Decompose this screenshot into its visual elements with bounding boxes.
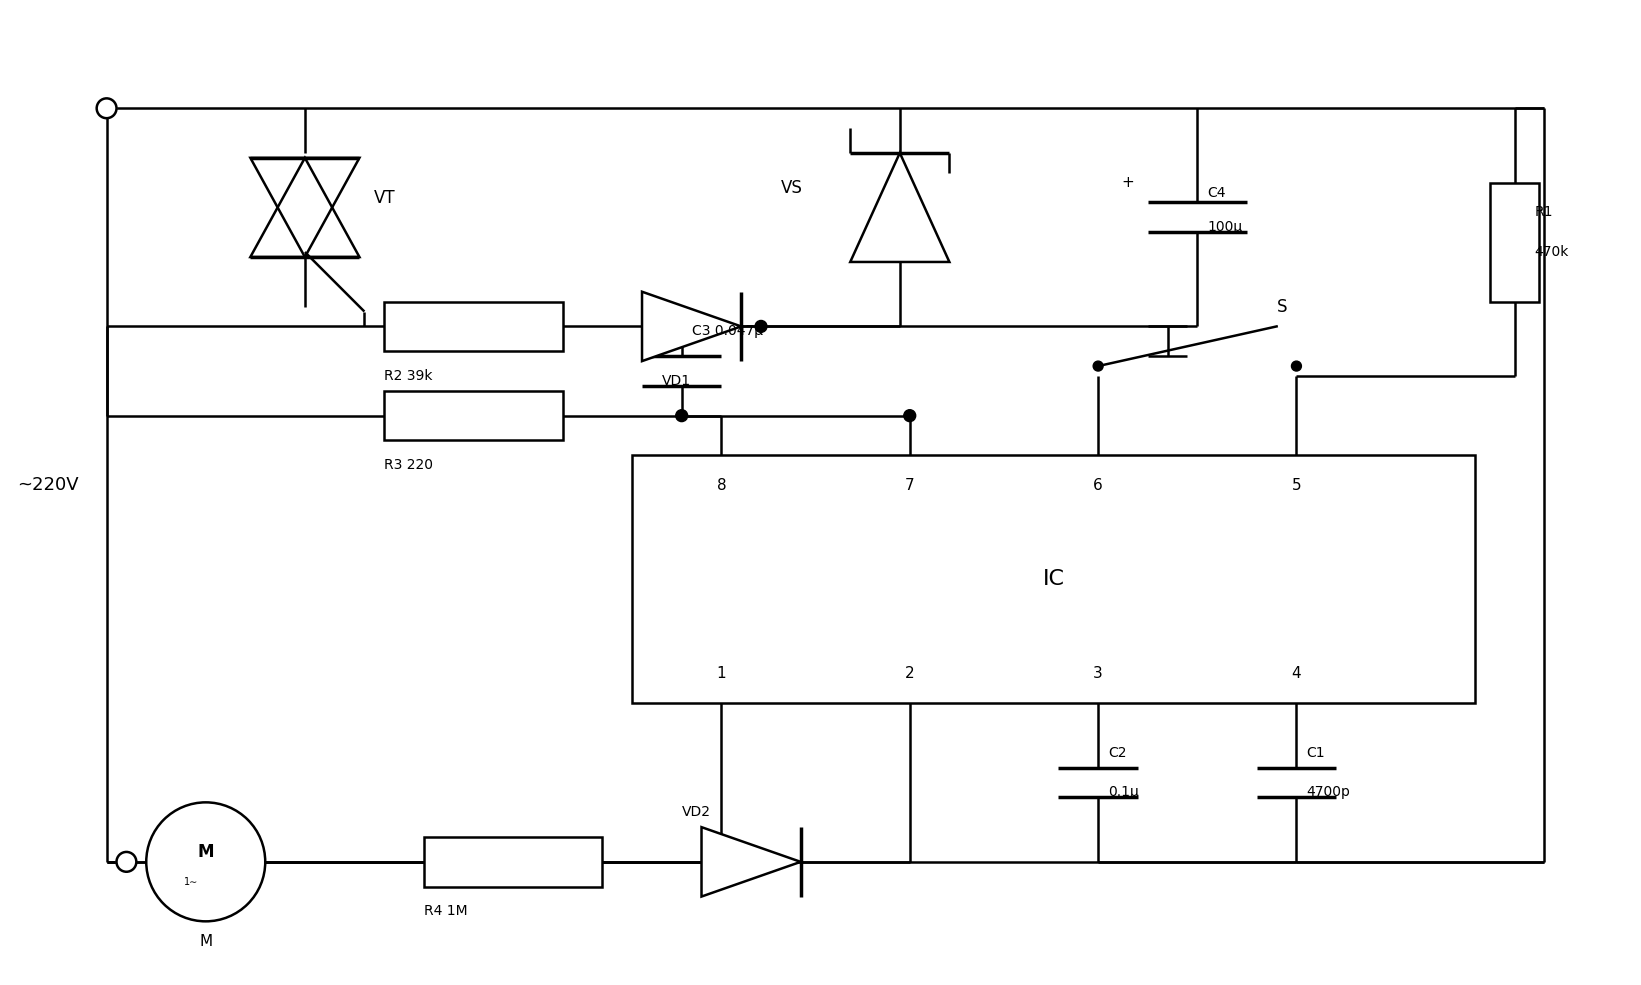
Bar [1490,182,1539,301]
Text: 8: 8 [717,478,727,492]
Text: 6: 6 [1093,478,1103,492]
Circle shape [1291,361,1301,371]
Circle shape [755,320,766,332]
Polygon shape [850,153,950,262]
Text: R2 39k: R2 39k [384,369,433,383]
Text: 7: 7 [904,478,914,492]
Text: VD2: VD2 [681,806,711,820]
Polygon shape [642,292,742,361]
Text: VT: VT [374,188,395,207]
Bar [632,455,1475,703]
Text: R1: R1 [1534,206,1552,220]
Text: 4700p: 4700p [1306,785,1351,800]
Text: 5: 5 [1291,478,1301,492]
Text: M: M [197,843,213,861]
Text: 100μ: 100μ [1208,221,1242,234]
Text: C3 0.047μ: C3 0.047μ [691,324,763,339]
Text: 4: 4 [1291,666,1301,681]
Text: R3 220: R3 220 [384,458,433,472]
Text: VD1: VD1 [661,374,691,388]
Circle shape [146,803,266,921]
Text: 1: 1 [717,666,727,681]
Text: M: M [199,934,212,949]
Text: R4 1M: R4 1M [423,904,468,918]
Polygon shape [701,827,801,896]
Text: 2: 2 [904,666,914,681]
Text: C4: C4 [1208,185,1226,200]
Bar [384,391,563,440]
Bar [423,837,602,886]
Text: +: + [1121,175,1134,190]
Text: 1∼: 1∼ [184,877,199,886]
Circle shape [904,410,916,422]
Text: IC: IC [1042,569,1065,589]
Text: S: S [1277,297,1287,315]
Text: C1: C1 [1306,746,1324,759]
Text: 470k: 470k [1534,245,1569,259]
Circle shape [97,98,117,118]
Text: C2: C2 [1108,746,1127,759]
Text: 3: 3 [1093,666,1103,681]
Bar [384,301,563,352]
Circle shape [1093,361,1103,371]
Text: 0.1μ: 0.1μ [1108,785,1139,800]
Circle shape [117,852,136,872]
Circle shape [676,410,688,422]
Text: ~220V: ~220V [18,476,79,494]
Text: VS: VS [781,178,802,197]
